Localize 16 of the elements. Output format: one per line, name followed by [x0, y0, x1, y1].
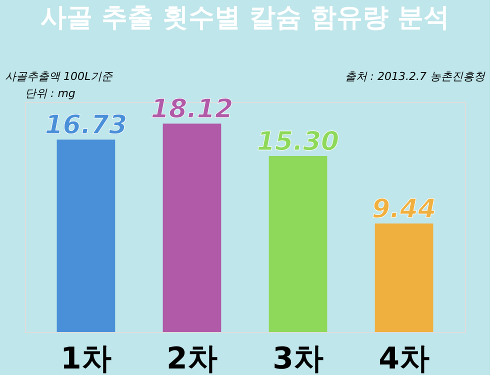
- data-label: 18.12: [150, 94, 234, 125]
- source-note: 출처 : 2013.2.7 농촌진흥청: [344, 70, 486, 83]
- data-label: 9.44: [372, 194, 436, 224]
- x-tick-label: 2차: [166, 342, 218, 375]
- x-tick-label: 1차: [60, 342, 112, 375]
- bar: [268, 156, 328, 332]
- chart-title: 사골 추출 횟수별 칼슘 함유량 분석: [40, 3, 450, 33]
- x-tick-label: 3차: [272, 342, 324, 375]
- bar: [56, 140, 116, 332]
- data-label: 15.30: [256, 127, 340, 158]
- x-tick-label: 4차: [378, 342, 430, 375]
- bar: [162, 124, 222, 332]
- data-label: 16.73: [44, 110, 128, 141]
- text: 사골추출액 100L기준: [5, 70, 114, 83]
- text: 단위 : mg: [25, 87, 76, 100]
- bar: [374, 223, 434, 332]
